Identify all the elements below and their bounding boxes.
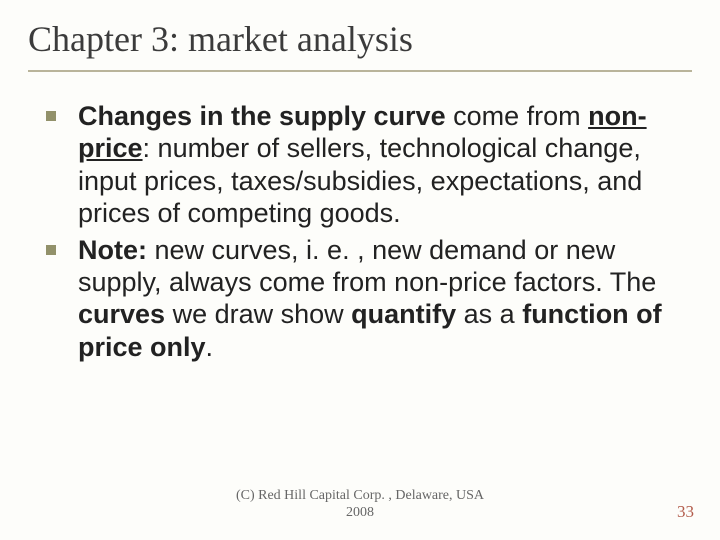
bullet-text: Note: new curves, i. e. , new demand or … — [78, 234, 684, 364]
slide-title: Chapter 3: market analysis — [28, 18, 692, 70]
footer-line1: (C) Red Hill Capital Corp. , Delaware, U… — [236, 488, 484, 503]
bullet-item: Changes in the supply curve come from no… — [46, 100, 684, 230]
bullet-marker — [46, 245, 56, 255]
bullet-item: Note: new curves, i. e. , new demand or … — [46, 234, 684, 364]
bullet-marker — [46, 111, 56, 121]
bullet-text: Changes in the supply curve come from no… — [78, 100, 684, 230]
page-number: 33 — [677, 502, 694, 522]
footer-text: (C) Red Hill Capital Corp. , Delaware, U… — [236, 488, 484, 522]
footer-line2: 2008 — [346, 505, 374, 520]
footer: (C) Red Hill Capital Corp. , Delaware, U… — [0, 488, 720, 522]
title-rule — [28, 70, 692, 72]
content-area: Changes in the supply curve come from no… — [28, 100, 692, 363]
